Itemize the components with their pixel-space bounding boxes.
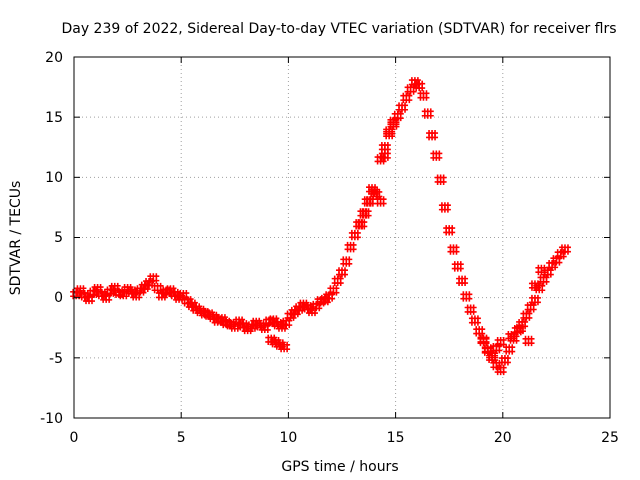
data-point [470,308,477,315]
data-point [374,190,381,197]
x-tick-label: 15 [387,430,405,446]
x-tick-label: 0 [70,430,79,446]
data-point [564,248,571,255]
y-tick-labels: -10 -5 0 5 10 15 20 [40,50,63,427]
data-point [329,295,336,302]
data-point [89,298,96,305]
y-tick-label: 15 [45,110,63,126]
grid [74,57,610,418]
x-tick-label: 5 [177,430,186,446]
data-point [264,326,271,333]
data-point [380,158,387,165]
data-point [534,299,541,306]
data-point [406,97,413,104]
data-point [427,112,434,119]
data-point [286,322,293,329]
data-point [560,253,567,260]
data-points [70,77,571,376]
data-point [500,369,507,376]
data-point [466,295,473,302]
data-point [290,314,297,321]
data-point [492,354,499,361]
data-point [483,340,490,347]
data-point [528,340,535,347]
y-tick-label: 20 [45,50,63,66]
data-point [543,278,550,285]
y-tick-label: -10 [40,411,63,427]
data-point [354,234,361,241]
x-tick-label: 20 [494,430,512,446]
data-point [281,325,288,332]
data-point [393,123,400,130]
chart-title: Day 239 of 2022, Sidereal Day-to-day VTE… [61,21,616,37]
data-point [402,106,409,113]
data-point [144,286,151,293]
x-tick-label: 25 [601,430,619,446]
data-point [311,310,318,317]
data-point [161,294,168,301]
data-point [519,328,526,335]
data-point [436,154,443,161]
data-point [453,248,460,255]
ticks [73,56,611,419]
data-point [365,212,372,219]
data-point [389,133,396,140]
data-point [462,280,469,287]
data-point [457,265,464,272]
data-point [333,289,340,296]
data-point [136,294,143,301]
data-point [106,296,113,303]
data-point [316,305,323,312]
data-point [380,200,387,207]
data-point [511,335,518,342]
data-point [350,246,357,253]
data-point [500,341,507,348]
y-tick-label: -5 [49,351,63,367]
series-SDTVAR [70,77,571,376]
data-point [444,206,451,213]
x-axis-label: GPS time / hours [281,459,398,475]
data-point [534,284,541,291]
y-tick-label: 0 [54,290,63,306]
data-point [541,269,548,276]
data-point [423,94,430,101]
data-point [440,178,447,185]
data-point [496,347,503,354]
data-point [284,346,291,353]
data-point [397,115,404,122]
data-point [539,287,546,294]
data-point [361,223,368,230]
data-point [474,319,481,326]
y-axis-label: SDTVAR / TECUs [8,181,24,296]
data-point [294,311,301,318]
data-point [324,299,331,306]
data-point [346,260,353,267]
data-point [384,154,391,161]
data-point [547,271,554,278]
y-tick-label: 5 [54,230,63,246]
data-point [509,348,516,355]
data-point [337,280,344,287]
data-point [432,134,439,141]
x-tick-labels: 0 5 10 15 20 25 [70,430,619,446]
data-point [449,229,456,236]
x-tick-label: 10 [279,430,297,446]
data-point [504,359,511,366]
series-SDTVAR-secondary [265,119,548,361]
data-point [419,85,426,92]
data-point [530,306,537,313]
data-point [140,289,147,296]
data-point [526,314,533,321]
data-point [479,330,486,337]
data-point [556,259,563,266]
data-point [410,88,417,95]
y-tick-label: 10 [45,170,63,186]
data-point [153,277,160,284]
data-point [552,264,559,271]
data-point [342,271,348,278]
